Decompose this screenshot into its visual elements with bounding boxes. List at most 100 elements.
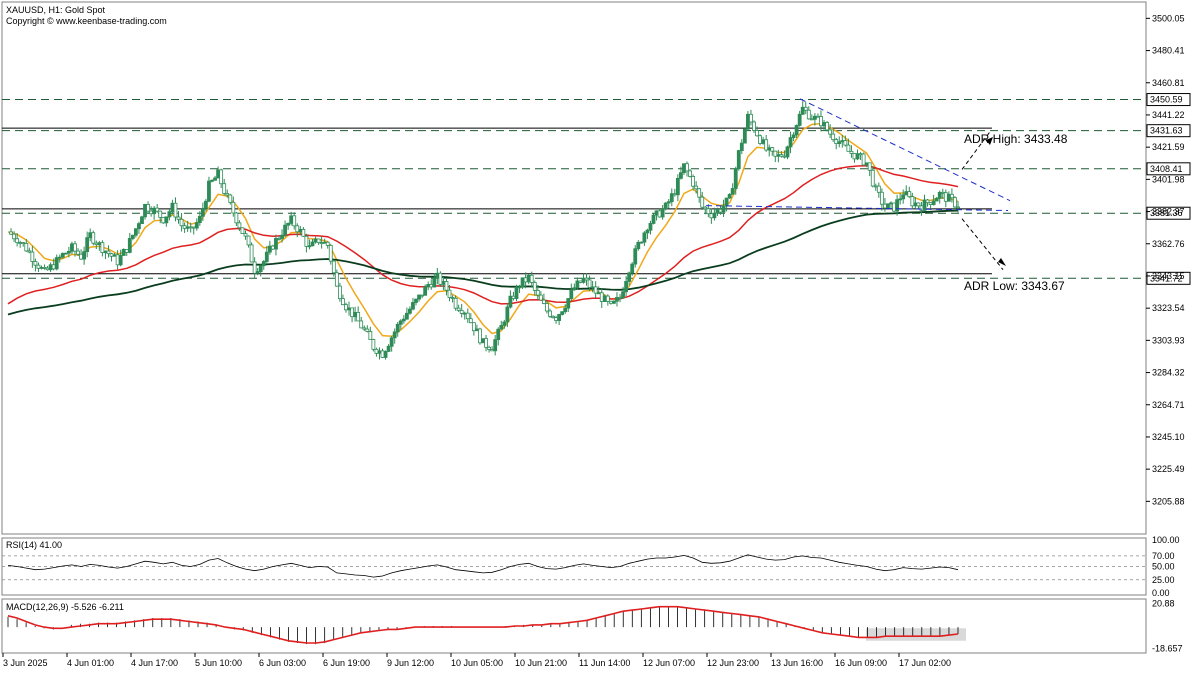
candle-body — [380, 350, 385, 358]
candle-body — [100, 242, 105, 254]
trendlines-layer — [705, 98, 1011, 270]
macd-layer: 20.88 -18.657 — [7, 598, 1183, 653]
x-tick-label: 3 Jun 2025 — [3, 658, 48, 668]
rsi-tick-label: 25.00 — [1152, 575, 1175, 585]
level-tag — [1146, 124, 1191, 138]
candle-body — [825, 122, 829, 131]
candle-body — [633, 248, 638, 265]
candle-body — [749, 113, 753, 123]
y-tick-label: 3284.32 — [1152, 368, 1185, 378]
y-axis-layer: 3500.05 3480.41 3460.81 3441.22 3421.59 3401.… — [1146, 13, 1185, 506]
candle-body — [170, 202, 175, 213]
candle-body — [870, 169, 875, 187]
level-tag — [1146, 206, 1191, 220]
candle-body — [447, 289, 452, 298]
candle-body — [660, 208, 665, 218]
y-tick-label: 3323.54 — [1152, 303, 1185, 313]
candle-body — [258, 265, 263, 272]
macd-highlight-box — [866, 628, 966, 641]
candle-body — [840, 140, 845, 143]
candle-body — [234, 212, 239, 224]
candle-body — [697, 188, 702, 198]
candle-body — [423, 286, 428, 296]
candle-body — [432, 277, 437, 288]
candle-body — [307, 245, 312, 248]
candle-body — [33, 261, 38, 266]
candle-body — [724, 197, 729, 207]
candle-body — [898, 198, 903, 201]
x-tick-label: 17 Jun 02:00 — [899, 658, 951, 668]
candle-body — [828, 129, 833, 135]
candle-body — [816, 115, 820, 118]
candle-body — [213, 177, 217, 181]
macd-label: MACD(12,26,9) -5.526 -6.211 — [6, 602, 124, 612]
adr-low-arrowhead — [998, 258, 1006, 266]
candle-body — [36, 264, 41, 269]
y-tick-label: 3401.98 — [1152, 174, 1185, 184]
macd-signal-line — [7, 605, 959, 644]
candle-body — [146, 203, 150, 212]
candle-body — [919, 205, 924, 211]
x-tick-label: 11 Jun 14:00 — [579, 658, 630, 668]
candle-body — [246, 235, 251, 246]
macd-panel — [1, 598, 1147, 654]
candle-body — [773, 150, 778, 157]
candle-body — [404, 312, 409, 320]
candle-body — [51, 264, 56, 270]
y-tick-label: 3303.93 — [1152, 335, 1185, 345]
candle-body — [197, 215, 202, 223]
candle-body — [374, 348, 379, 354]
candle-body — [228, 194, 233, 203]
candle-body — [271, 245, 275, 250]
candle-body — [913, 202, 918, 207]
candle-body — [88, 232, 93, 239]
candle-body — [645, 229, 650, 234]
candle-body — [529, 274, 534, 283]
candle-body — [812, 115, 817, 120]
candle-body — [188, 226, 193, 229]
x-tick-label: 12 Jun 07:00 — [643, 658, 695, 668]
candle-body — [334, 272, 339, 287]
ema-mid-line — [7, 164, 959, 305]
candle-body — [685, 163, 689, 172]
candle-body — [605, 295, 610, 302]
candle-body — [353, 311, 358, 318]
candle-body — [106, 250, 111, 255]
candle-body — [356, 311, 361, 322]
candle-body — [63, 252, 68, 255]
candle-body — [943, 192, 948, 202]
candle-body — [496, 328, 501, 341]
level-label: 3381.36 — [1150, 208, 1183, 218]
ema-slow-line — [7, 209, 959, 316]
candle-body — [337, 285, 342, 300]
candle-body — [651, 214, 656, 224]
candle-body — [928, 202, 933, 205]
candle-body — [401, 318, 406, 322]
candle-body — [240, 227, 245, 234]
x-tick-label: 13 Jun 16:00 — [771, 658, 823, 668]
candle-body — [931, 200, 936, 205]
rsi-tick-label: 70.00 — [1152, 551, 1175, 561]
candle-body — [822, 122, 826, 127]
candle-body — [618, 297, 622, 299]
y-tick-label: 3382.37 — [1152, 207, 1185, 217]
candle-body — [569, 289, 574, 299]
candle-body — [879, 191, 884, 205]
candle-body — [207, 180, 211, 202]
candle-body — [624, 281, 629, 293]
adr-low-label: ADR Low: 3343.67 — [964, 279, 1065, 293]
candle-body — [752, 121, 756, 131]
candle-body — [779, 154, 784, 157]
candle-body — [426, 284, 431, 287]
candle-body — [889, 202, 893, 205]
candle-body — [261, 261, 266, 267]
candle-body — [109, 253, 114, 257]
candle-body — [785, 146, 790, 158]
candle-body — [9, 231, 13, 235]
candle-body — [675, 177, 680, 196]
candle-body — [721, 205, 726, 213]
rsi-tick-label: 100.00 — [1152, 535, 1180, 545]
x-tick-label: 10 Jun 21:00 — [515, 658, 567, 668]
candle-body — [511, 295, 516, 299]
candle-body — [481, 338, 485, 344]
